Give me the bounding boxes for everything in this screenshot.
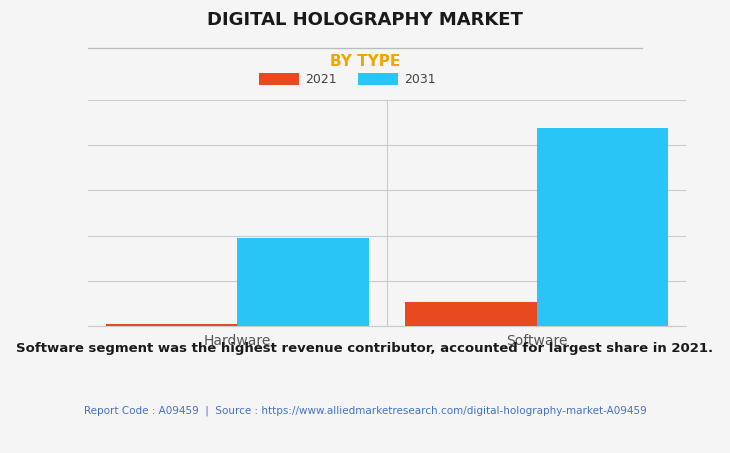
Bar bbox=[237, 238, 369, 326]
Text: 2031: 2031 bbox=[404, 73, 435, 86]
Text: Report Code : A09459  |  Source : https://www.alliedmarketresearch.com/digital-h: Report Code : A09459 | Source : https://… bbox=[84, 405, 646, 416]
Text: BY TYPE: BY TYPE bbox=[330, 54, 400, 69]
Text: DIGITAL HOLOGRAPHY MARKET: DIGITAL HOLOGRAPHY MARKET bbox=[207, 11, 523, 29]
Bar bbox=[106, 324, 237, 326]
Text: 2021: 2021 bbox=[305, 73, 337, 86]
Bar bbox=[537, 128, 668, 326]
Bar bbox=[405, 303, 537, 326]
Text: Software segment was the highest revenue contributor, accounted for largest shar: Software segment was the highest revenue… bbox=[17, 342, 713, 355]
